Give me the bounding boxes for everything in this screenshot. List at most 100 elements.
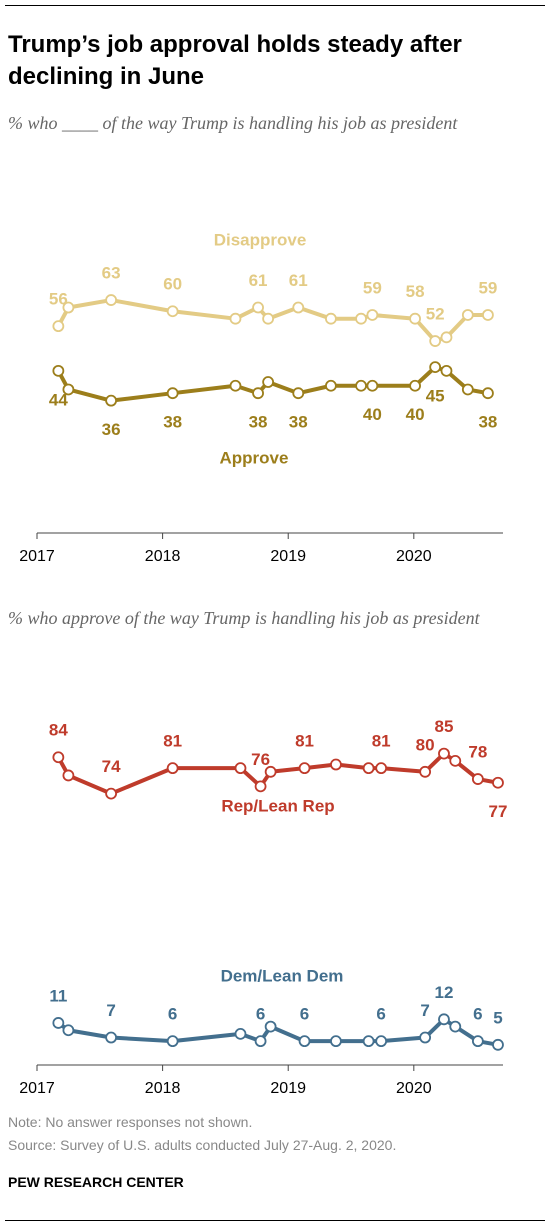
data-point: [419, 765, 432, 778]
data-label: 38: [478, 413, 497, 432]
data-label: 6: [376, 1005, 385, 1024]
data-point: [438, 747, 450, 760]
data-label: 40: [363, 405, 382, 424]
data-point: [366, 379, 379, 392]
data-point: [166, 762, 179, 775]
data-point: [440, 364, 453, 377]
data-point: [325, 379, 337, 392]
data-point: [440, 331, 453, 344]
data-point: [292, 387, 305, 400]
data-label: 7: [106, 1001, 115, 1020]
data-label: 7: [420, 1001, 429, 1020]
data-label: 81: [163, 732, 182, 751]
data-label: 60: [163, 275, 182, 294]
data-point: [229, 379, 242, 392]
series-label: Rep/Lean Rep: [221, 796, 334, 815]
x-tick-label: 2018: [145, 548, 181, 565]
data-point: [166, 1035, 179, 1048]
data-label: 77: [489, 802, 508, 821]
x-tick-label: 2018: [145, 1080, 181, 1097]
data-label: 85: [435, 717, 454, 736]
data-label: 78: [468, 743, 487, 762]
data-point: [264, 1020, 277, 1033]
data-point: [330, 758, 342, 771]
data-label: 61: [289, 271, 308, 290]
data-point: [105, 294, 118, 306]
x-tick-label: 2017: [19, 1080, 55, 1097]
data-point: [254, 1035, 267, 1048]
title: Trump’s job approval holds steady after …: [8, 31, 462, 90]
chart-subtitle: % who approve of the way Trump is handli…: [8, 608, 480, 628]
data-point: [461, 383, 474, 396]
series-label: Dem/Lean Dem: [221, 966, 344, 985]
bottom-rule: [5, 1220, 545, 1221]
data-point: [62, 1024, 75, 1037]
data-label: 40: [406, 405, 425, 424]
x-tick-label: 2017: [19, 548, 55, 565]
data-label: 12: [435, 983, 454, 1002]
data-point: [471, 773, 484, 785]
data-label: 6: [256, 1005, 265, 1024]
data-point: [234, 762, 247, 775]
series-label: Approve: [220, 448, 289, 467]
data-point: [52, 751, 65, 764]
source: Source: Survey of U.S. adults conducted …: [8, 1137, 397, 1153]
x-tick-label: 2019: [270, 548, 306, 565]
data-label: 80: [416, 735, 435, 754]
data-point: [375, 1035, 388, 1048]
data-label: 74: [102, 757, 121, 776]
data-point: [52, 1017, 65, 1029]
data-label: 44: [49, 390, 68, 409]
series-line: [56, 365, 489, 403]
data-point: [461, 309, 474, 321]
data-point: [166, 305, 179, 318]
data-label: 59: [478, 278, 497, 297]
data-point: [429, 335, 442, 347]
data-point: [292, 301, 305, 314]
data-point: [62, 383, 75, 396]
data-label: 76: [251, 750, 270, 769]
data-point: [262, 376, 275, 388]
org: PEW RESEARCH CENTER: [8, 1174, 184, 1190]
data-label: 81: [295, 732, 314, 751]
data-point: [252, 387, 264, 400]
data-label: 63: [102, 264, 121, 283]
data-point: [362, 1035, 375, 1048]
data-point: [482, 387, 494, 400]
data-label: 6: [168, 1005, 177, 1024]
data-label: 5: [493, 1008, 502, 1027]
data-point: [355, 379, 367, 392]
data-point: [252, 301, 264, 314]
series-line: [56, 751, 499, 796]
data-label: 45: [426, 387, 445, 406]
data-point: [62, 301, 75, 314]
data-label: 38: [249, 413, 268, 432]
chart-subtitle: % who ____ of the way Trump is handling …: [8, 113, 458, 133]
data-point: [264, 765, 277, 778]
top-rule: [5, 5, 545, 6]
data-label: 56: [49, 290, 68, 309]
data-point: [492, 1038, 504, 1051]
data-label: 61: [249, 271, 268, 290]
data-point: [375, 762, 388, 775]
data-point: [449, 754, 462, 767]
data-point: [438, 1013, 450, 1026]
note: Note: No answer responses not shown.: [8, 1114, 253, 1130]
data-point: [105, 1031, 118, 1044]
data-point: [229, 312, 242, 325]
data-point: [429, 361, 442, 374]
data-point: [254, 780, 267, 793]
data-point: [330, 1035, 342, 1048]
data-label: 58: [406, 282, 425, 301]
data-point: [409, 379, 421, 392]
data-point: [471, 1035, 484, 1048]
series-label: Disapprove: [214, 230, 307, 249]
x-tick-label: 2020: [396, 1080, 432, 1097]
data-label: 36: [102, 420, 121, 439]
data-point: [105, 787, 118, 800]
data-point: [62, 769, 75, 782]
data-point: [492, 776, 504, 789]
data-point: [166, 387, 179, 400]
data-label: 84: [49, 721, 68, 740]
